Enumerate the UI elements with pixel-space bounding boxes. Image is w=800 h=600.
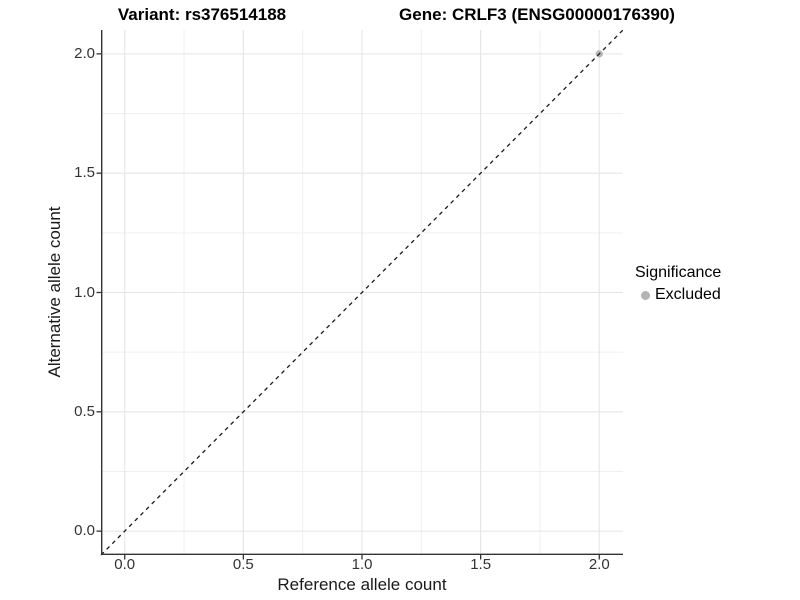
y-tick-label: 1.5 [74,164,95,182]
x-tick-label: 2.0 [588,556,610,573]
plot-title-gene: Gene: CRLF3 (ENSG00000176390) [399,5,675,24]
legend-items: Excluded [635,286,721,304]
legend-item: Excluded [635,286,721,304]
x-tick-label: 0.0 [114,556,136,573]
identity-dashed-line [100,29,624,556]
legend-title: Significance [635,264,722,281]
legend: Significance Excluded [635,264,721,304]
y-tick-label: 0.0 [74,522,95,540]
x-tick-label: 0.5 [232,556,254,573]
plot-title-variant: Variant: rs376514188 [117,5,287,24]
plot-panel [96,29,624,560]
legend-item-label: Excluded [655,286,721,303]
y-tick-label: 2.0 [74,44,95,62]
x-tick-label: 1.5 [470,556,492,573]
legend-key-dot-icon [641,290,650,300]
x-tick-label: 1.0 [351,556,373,573]
y-tick-label: 1.0 [74,283,95,301]
x-axis-title: Reference allele count [277,575,447,594]
y-tick-label: 0.5 [74,402,95,420]
